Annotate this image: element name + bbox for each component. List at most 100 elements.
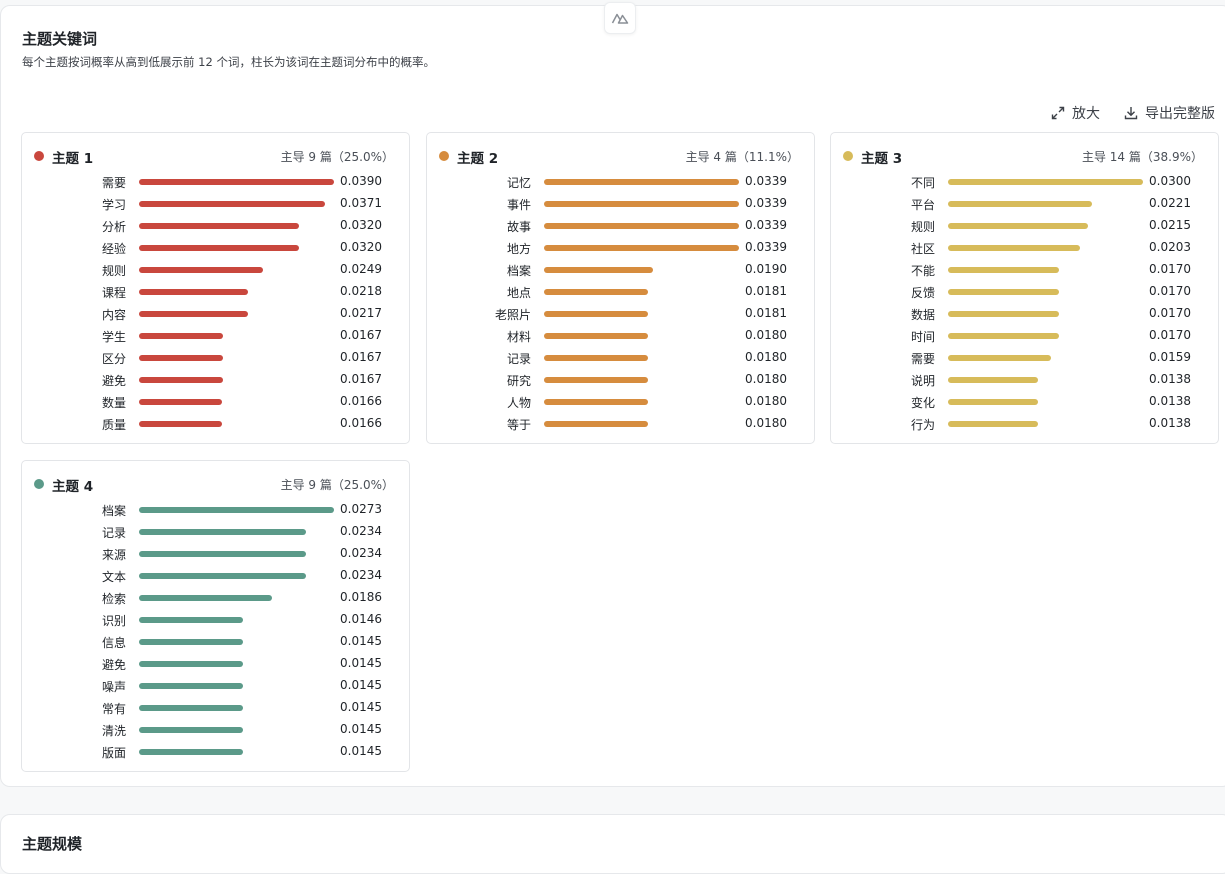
keyword-probability-value: 0.0170 [1149, 284, 1191, 298]
keyword-probability-value: 0.0145 [340, 744, 382, 758]
keyword-probability-bar [544, 267, 653, 273]
topic-card-header: 主题 2 主导 4 篇（11.1%） [439, 147, 799, 167]
keyword-probability-value: 0.0167 [340, 328, 382, 342]
keyword-bar-list: 需要 0.0390 学习 0.0371 分析 0.0320 经验 0.0320 规则 0.0249… [22, 172, 409, 436]
keyword-probability-value: 0.0166 [340, 394, 382, 408]
keyword-probability-value: 0.0218 [340, 284, 382, 298]
keyword-row: 文本 0.0234 [22, 566, 409, 588]
keyword-label: 需要 [910, 352, 935, 366]
keyword-probability-value: 0.0145 [340, 678, 382, 692]
keyword-row: 档案 0.0273 [22, 500, 409, 522]
keyword-row: 区分 0.0167 [22, 348, 409, 370]
keyword-probability-value: 0.0300 [1149, 174, 1191, 188]
keyword-probability-bar [948, 201, 1092, 207]
keyword-probability-value: 0.0234 [340, 524, 382, 538]
keyword-label: 常有 [101, 702, 126, 716]
keyword-label: 时间 [910, 330, 935, 344]
keyword-probability-value: 0.0138 [1149, 394, 1191, 408]
keyword-row: 避免 0.0145 [22, 654, 409, 676]
keyword-probability-bar [139, 595, 272, 601]
section-title: 主题关键词 [22, 30, 98, 48]
keyword-probability-bar [948, 223, 1088, 229]
keyword-probability-bar [544, 377, 648, 383]
keyword-label: 信息 [101, 636, 126, 650]
keyword-probability-value: 0.0180 [745, 372, 787, 386]
keyword-row: 故事 0.0339 [427, 216, 814, 238]
topic-color-dot [843, 151, 853, 161]
keyword-probability-bar [139, 749, 243, 755]
export-full-button[interactable]: 导出完整版 [1123, 103, 1215, 123]
keyword-probability-bar [139, 661, 243, 667]
keyword-probability-bar [948, 245, 1080, 251]
keyword-row: 避免 0.0167 [22, 370, 409, 392]
keyword-probability-bar [139, 333, 223, 339]
keyword-label: 等于 [506, 418, 531, 432]
keyword-probability-bar [544, 289, 648, 295]
keyword-probability-bar [139, 399, 222, 405]
keyword-row: 经验 0.0320 [22, 238, 409, 260]
keyword-row: 内容 0.0217 [22, 304, 409, 326]
next-section-title: 主题规模 [22, 835, 83, 853]
keyword-row: 需要 0.0390 [22, 172, 409, 194]
keyword-label: 避免 [101, 658, 126, 672]
keyword-probability-value: 0.0190 [745, 262, 787, 276]
logo-icon [611, 13, 629, 24]
topic-dominant-count: 主导 14 篇（38.9%） [1081, 150, 1203, 164]
keyword-probability-value: 0.0339 [745, 196, 787, 210]
keyword-label: 老照片 [494, 308, 531, 322]
topic-title: 主题 3 [861, 151, 903, 167]
keyword-probability-value: 0.0234 [340, 546, 382, 560]
keyword-row: 事件 0.0339 [427, 194, 814, 216]
keyword-probability-value: 0.0145 [340, 722, 382, 736]
keyword-row: 学习 0.0371 [22, 194, 409, 216]
keyword-row: 不能 0.0170 [831, 260, 1218, 282]
keyword-label: 学习 [101, 198, 126, 212]
keyword-probability-value: 0.0181 [745, 284, 787, 298]
keyword-label: 故事 [506, 220, 531, 234]
topic-size-panel: 主题规模 [0, 814, 1225, 874]
keyword-row: 数据 0.0170 [831, 304, 1218, 326]
topic-dominant-count: 主导 9 篇（25.0%） [280, 150, 394, 164]
keyword-row: 识别 0.0146 [22, 610, 409, 632]
keyword-probability-bar [139, 705, 243, 711]
keyword-row: 档案 0.0190 [427, 260, 814, 282]
zoom-button[interactable]: 放大 [1050, 103, 1100, 123]
keyword-label: 规则 [910, 220, 935, 234]
topic-dominant-count: 主导 9 篇（25.0%） [280, 478, 394, 492]
keyword-row: 质量 0.0166 [22, 414, 409, 436]
app-logo-button[interactable] [604, 2, 636, 34]
keyword-probability-value: 0.0159 [1149, 350, 1191, 364]
keyword-probability-bar [948, 355, 1051, 361]
keyword-label: 识别 [101, 614, 126, 628]
keyword-probability-value: 0.0180 [745, 394, 787, 408]
keyword-row: 分析 0.0320 [22, 216, 409, 238]
keyword-row: 噪声 0.0145 [22, 676, 409, 698]
keyword-row: 学生 0.0167 [22, 326, 409, 348]
keyword-probability-value: 0.0170 [1149, 328, 1191, 342]
keyword-probability-bar [139, 551, 306, 557]
keyword-label: 课程 [101, 286, 126, 300]
keyword-probability-value: 0.0180 [745, 416, 787, 430]
keyword-probability-bar [139, 377, 223, 383]
topic-card-1: 主题 1 主导 9 篇（25.0%） 需要 0.0390 学习 0.0371 分析 0.032… [21, 132, 410, 444]
zoom-label: 放大 [1072, 106, 1100, 122]
keyword-probability-value: 0.0320 [340, 218, 382, 232]
keyword-probability-value: 0.0166 [340, 416, 382, 430]
keyword-row: 不同 0.0300 [831, 172, 1218, 194]
keyword-probability-bar [139, 245, 299, 251]
keyword-probability-value: 0.0320 [340, 240, 382, 254]
keyword-label: 文本 [101, 570, 126, 584]
keyword-row: 记忆 0.0339 [427, 172, 814, 194]
keyword-probability-value: 0.0170 [1149, 306, 1191, 320]
keyword-probability-bar [948, 289, 1059, 295]
keyword-label: 清洗 [101, 724, 126, 738]
keyword-row: 信息 0.0145 [22, 632, 409, 654]
keyword-probability-bar [544, 311, 648, 317]
keyword-label: 学生 [101, 330, 126, 344]
keyword-probability-value: 0.0138 [1149, 372, 1191, 386]
keyword-probability-value: 0.0390 [340, 174, 382, 188]
keyword-label: 档案 [101, 504, 126, 518]
keyword-label: 行为 [910, 418, 935, 432]
keyword-probability-bar [139, 289, 248, 295]
keyword-probability-bar [948, 399, 1038, 405]
